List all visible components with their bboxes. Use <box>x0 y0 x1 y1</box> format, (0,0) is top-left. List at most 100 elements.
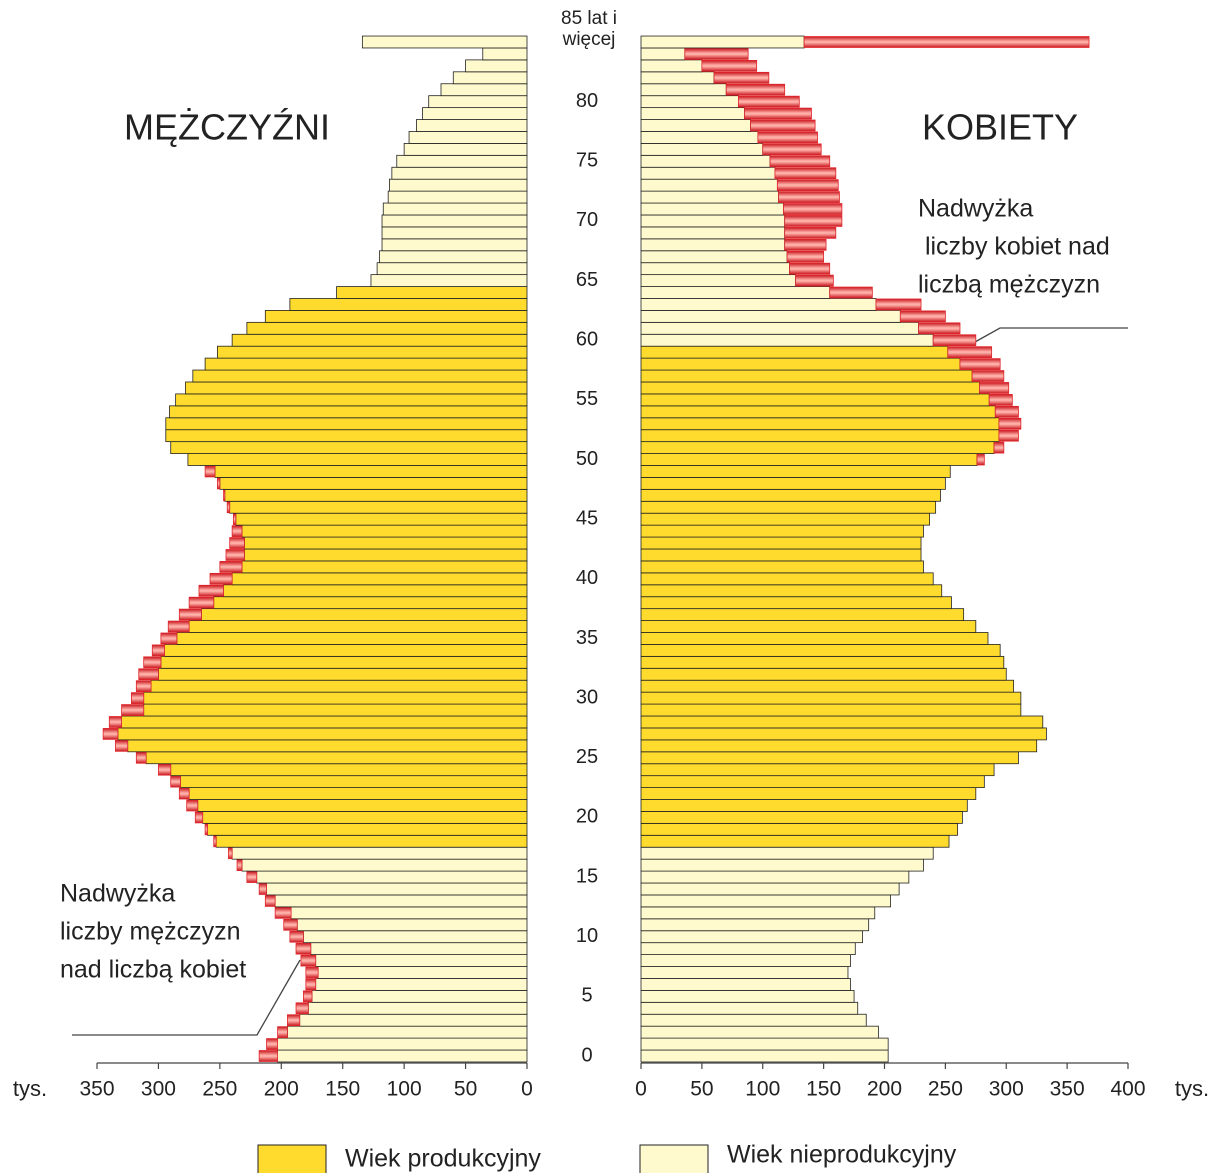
age-label: 55 <box>576 388 598 410</box>
surplus-bar <box>784 215 843 227</box>
x-tick-label: 200 <box>264 1078 299 1101</box>
surplus-bar <box>186 799 199 812</box>
bar <box>640 310 901 323</box>
bar <box>640 691 1022 705</box>
surplus-bar <box>287 1014 301 1027</box>
bar <box>640 453 978 466</box>
bar <box>640 107 745 120</box>
bar <box>640 655 1005 669</box>
bar <box>640 846 934 860</box>
bar <box>381 238 528 252</box>
bar <box>640 333 934 347</box>
surplus-bar <box>188 596 215 609</box>
surplus-bar <box>266 1038 278 1050</box>
bar <box>640 727 1047 741</box>
x-tick-label: 250 <box>928 1078 963 1101</box>
surplus-bar <box>998 429 1019 442</box>
bar <box>188 787 528 800</box>
surplus-bar <box>115 739 129 752</box>
bar <box>640 667 1007 681</box>
surplus-bar <box>305 966 319 979</box>
bar <box>241 858 528 872</box>
surplus-bar <box>138 668 159 681</box>
bar <box>640 345 949 359</box>
age-label: 25 <box>576 746 598 768</box>
bar <box>640 83 727 97</box>
bar <box>640 799 968 812</box>
x-tick-label: 200 <box>867 1078 902 1101</box>
bar <box>235 512 528 526</box>
surplus-bar <box>786 250 825 263</box>
surplus-bar <box>236 859 243 871</box>
x-tick-label: 0 <box>635 1078 647 1101</box>
bar <box>214 465 528 478</box>
bar <box>640 584 943 598</box>
x-tick-label: 250 <box>202 1078 237 1101</box>
surplus-bar <box>875 298 922 311</box>
bar <box>170 441 528 454</box>
surplus-bar <box>158 763 172 776</box>
surplus-bar <box>258 883 267 895</box>
bar <box>640 608 965 621</box>
bar <box>640 393 990 407</box>
bar <box>640 978 851 991</box>
bar <box>640 822 958 836</box>
surplus-bar <box>302 990 313 1003</box>
surplus-bar <box>783 203 843 215</box>
bar <box>640 59 703 73</box>
surplus-bar <box>226 501 231 514</box>
surplus-bar <box>757 131 818 144</box>
age-label: 60 <box>576 329 598 351</box>
surplus-bar <box>209 572 233 585</box>
surplus-bar <box>225 549 245 561</box>
surplus-bar <box>143 656 162 669</box>
surplus-bar <box>178 787 190 800</box>
bar <box>158 667 528 681</box>
bar <box>640 417 1000 431</box>
bar <box>143 703 528 717</box>
age-label: 5 <box>581 985 592 1007</box>
annotation: nad liczbą kobiet <box>60 956 246 984</box>
surplus-bar <box>229 537 245 549</box>
age-label: 0 <box>581 1044 592 1066</box>
bar <box>382 202 528 216</box>
surplus-bar <box>194 811 204 824</box>
bar <box>403 142 528 156</box>
x-tick-label: 300 <box>989 1078 1024 1101</box>
bar <box>266 882 528 896</box>
bar <box>202 811 528 824</box>
bar <box>290 906 528 920</box>
bar <box>640 405 996 419</box>
age-label: 35 <box>576 627 598 649</box>
x-tick-label: 50 <box>454 1078 477 1101</box>
x-tick-label: 350 <box>79 1078 114 1101</box>
surplus-bar <box>979 382 1010 394</box>
legend-swatch <box>257 1144 327 1173</box>
surplus-bar <box>160 632 178 645</box>
bar <box>231 846 528 860</box>
bar <box>640 739 1038 753</box>
bar <box>640 620 977 633</box>
bar <box>296 918 528 932</box>
leader-line <box>974 327 1128 343</box>
x-tick-label: 0 <box>521 1078 533 1101</box>
bar <box>640 930 863 944</box>
bar <box>640 262 790 276</box>
bar <box>180 775 528 788</box>
surplus-bar <box>784 227 837 239</box>
x-tick-label: 400 <box>1110 1078 1145 1101</box>
bar <box>176 632 528 645</box>
annotation: liczby mężczyzn <box>60 918 241 946</box>
bar <box>223 584 528 598</box>
bar <box>640 834 950 848</box>
bar <box>185 381 528 395</box>
bar <box>201 608 528 621</box>
surplus-bar <box>899 310 946 323</box>
bar <box>640 632 989 645</box>
bar <box>187 453 528 466</box>
bar <box>165 417 528 431</box>
bar <box>428 95 528 109</box>
bar <box>640 679 1014 693</box>
bar <box>277 1049 528 1063</box>
bar <box>640 238 786 252</box>
